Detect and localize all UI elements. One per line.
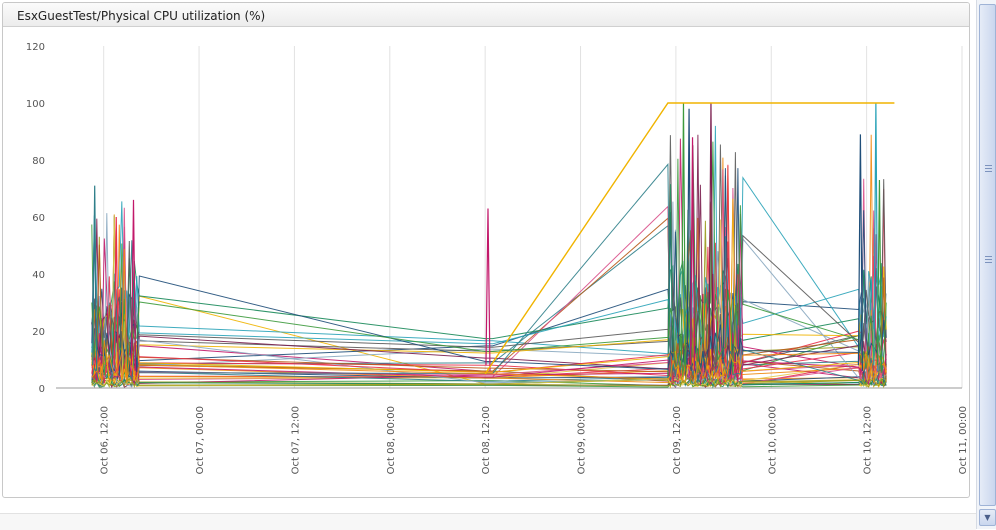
x-tick-label: Oct 10, 12:00 bbox=[863, 406, 874, 474]
vertical-scrollbar[interactable]: ▼ bbox=[976, 0, 996, 529]
scrollbar-grip-icon bbox=[985, 165, 992, 166]
scrollbar-grip-icon bbox=[985, 259, 992, 260]
horizontal-scrollbar[interactable] bbox=[0, 513, 976, 530]
x-tick-label: Oct 10, 00:00 bbox=[767, 406, 778, 474]
x-tick-label: Oct 08, 12:00 bbox=[481, 406, 492, 474]
panel-header: EsxGuestTest/Physical CPU utilization (%… bbox=[3, 3, 969, 27]
scrollbar-grip-icon bbox=[985, 171, 992, 172]
series-spike bbox=[92, 185, 98, 371]
y-tick-label: 60 bbox=[32, 213, 45, 224]
x-tick-label: Oct 11, 00:00 bbox=[958, 406, 969, 474]
series-spike bbox=[689, 137, 696, 371]
y-tick-label: 80 bbox=[32, 156, 45, 167]
scrollbar-thumb[interactable] bbox=[979, 4, 996, 506]
scrollbar-grip-icon bbox=[985, 256, 992, 257]
x-tick-label: Oct 07, 12:00 bbox=[290, 406, 301, 474]
y-tick-label: 120 bbox=[26, 42, 45, 53]
chart-panel: EsxGuestTest/Physical CPU utilization (%… bbox=[2, 2, 970, 498]
y-tick-label: 100 bbox=[26, 99, 45, 110]
cpu-utilization-chart: 0 20 40 60 80 100 120 Oct 06, 12:00 Oct 07, 00:0… bbox=[26, 42, 969, 474]
series-spike bbox=[876, 179, 883, 371]
x-tick-label: Oct 09, 12:00 bbox=[672, 406, 683, 474]
series-spike bbox=[686, 108, 692, 371]
scrollbar-grip-icon bbox=[985, 262, 992, 263]
saturated-series-line bbox=[484, 102, 895, 375]
series-spike bbox=[857, 134, 864, 371]
y-tick-label: 40 bbox=[32, 270, 45, 281]
x-tick-label: Oct 07, 00:00 bbox=[195, 406, 206, 474]
y-tick-label: 20 bbox=[32, 327, 45, 338]
x-tick-label: Oct 09, 00:00 bbox=[577, 406, 588, 474]
series-line bbox=[91, 337, 887, 388]
series-spike bbox=[130, 199, 137, 371]
series-spike bbox=[113, 216, 119, 371]
series-spike bbox=[485, 208, 491, 371]
y-tick-label: 0 bbox=[39, 384, 45, 395]
x-tick-label: Oct 08, 00:00 bbox=[386, 406, 397, 474]
x-tick-label: Oct 06, 12:00 bbox=[100, 406, 111, 474]
scroll-down-arrow-icon[interactable]: ▼ bbox=[979, 509, 996, 526]
panel-title: EsxGuestTest/Physical CPU utilization (%… bbox=[17, 9, 266, 23]
scrollbar-grip-icon bbox=[985, 168, 992, 169]
